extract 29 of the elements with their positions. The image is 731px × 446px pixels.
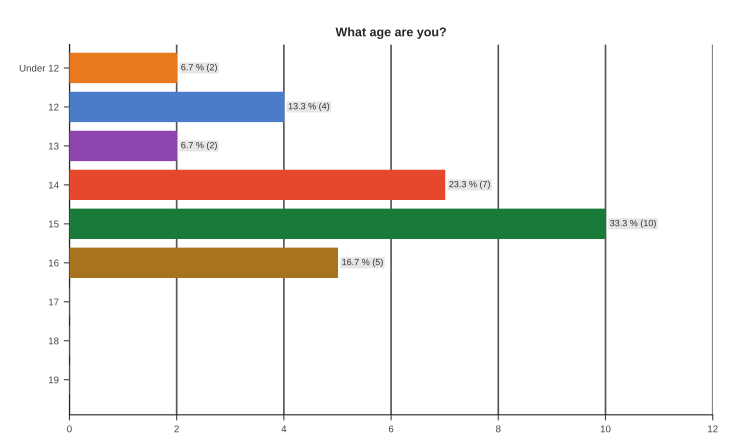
data-label: 13.3 % (4) [288, 102, 330, 112]
x-tick-label: 12 [708, 425, 718, 432]
x-tick-label: 6 [388, 425, 394, 432]
y-tick-label: Under 12 [20, 64, 59, 72]
data-label: 6.7 % (2) [181, 64, 217, 72]
x-tick-label: 2 [174, 425, 179, 432]
x-tick-label: 0 [67, 425, 72, 432]
bar [69, 92, 284, 122]
y-tick-label: 17 [48, 298, 59, 306]
x-tick-label: 8 [496, 425, 501, 432]
bar [69, 130, 178, 162]
bar [69, 52, 178, 84]
y-tick-label: 14 [48, 182, 59, 188]
x-tick-label: 4 [281, 426, 286, 432]
data-label: 6.7 % (2) [181, 142, 217, 150]
data-label: 16.7 % (5) [342, 258, 383, 268]
chart-title: What age are you? [336, 27, 446, 39]
bar [69, 208, 606, 240]
bar [69, 248, 338, 278]
data-label: 33.3 % (10) [610, 220, 656, 228]
y-tick-label: 12 [48, 104, 59, 110]
y-tick-label: 16 [48, 260, 59, 266]
y-tick-label: 18 [48, 337, 59, 344]
bar [69, 170, 446, 200]
data-label: 23.3 % (7) [449, 180, 490, 190]
y-tick-label: 13 [48, 142, 59, 150]
y-tick-label: 19 [48, 376, 59, 384]
y-tick-label: 15 [48, 220, 59, 228]
x-tick-label: 10 [600, 425, 611, 432]
